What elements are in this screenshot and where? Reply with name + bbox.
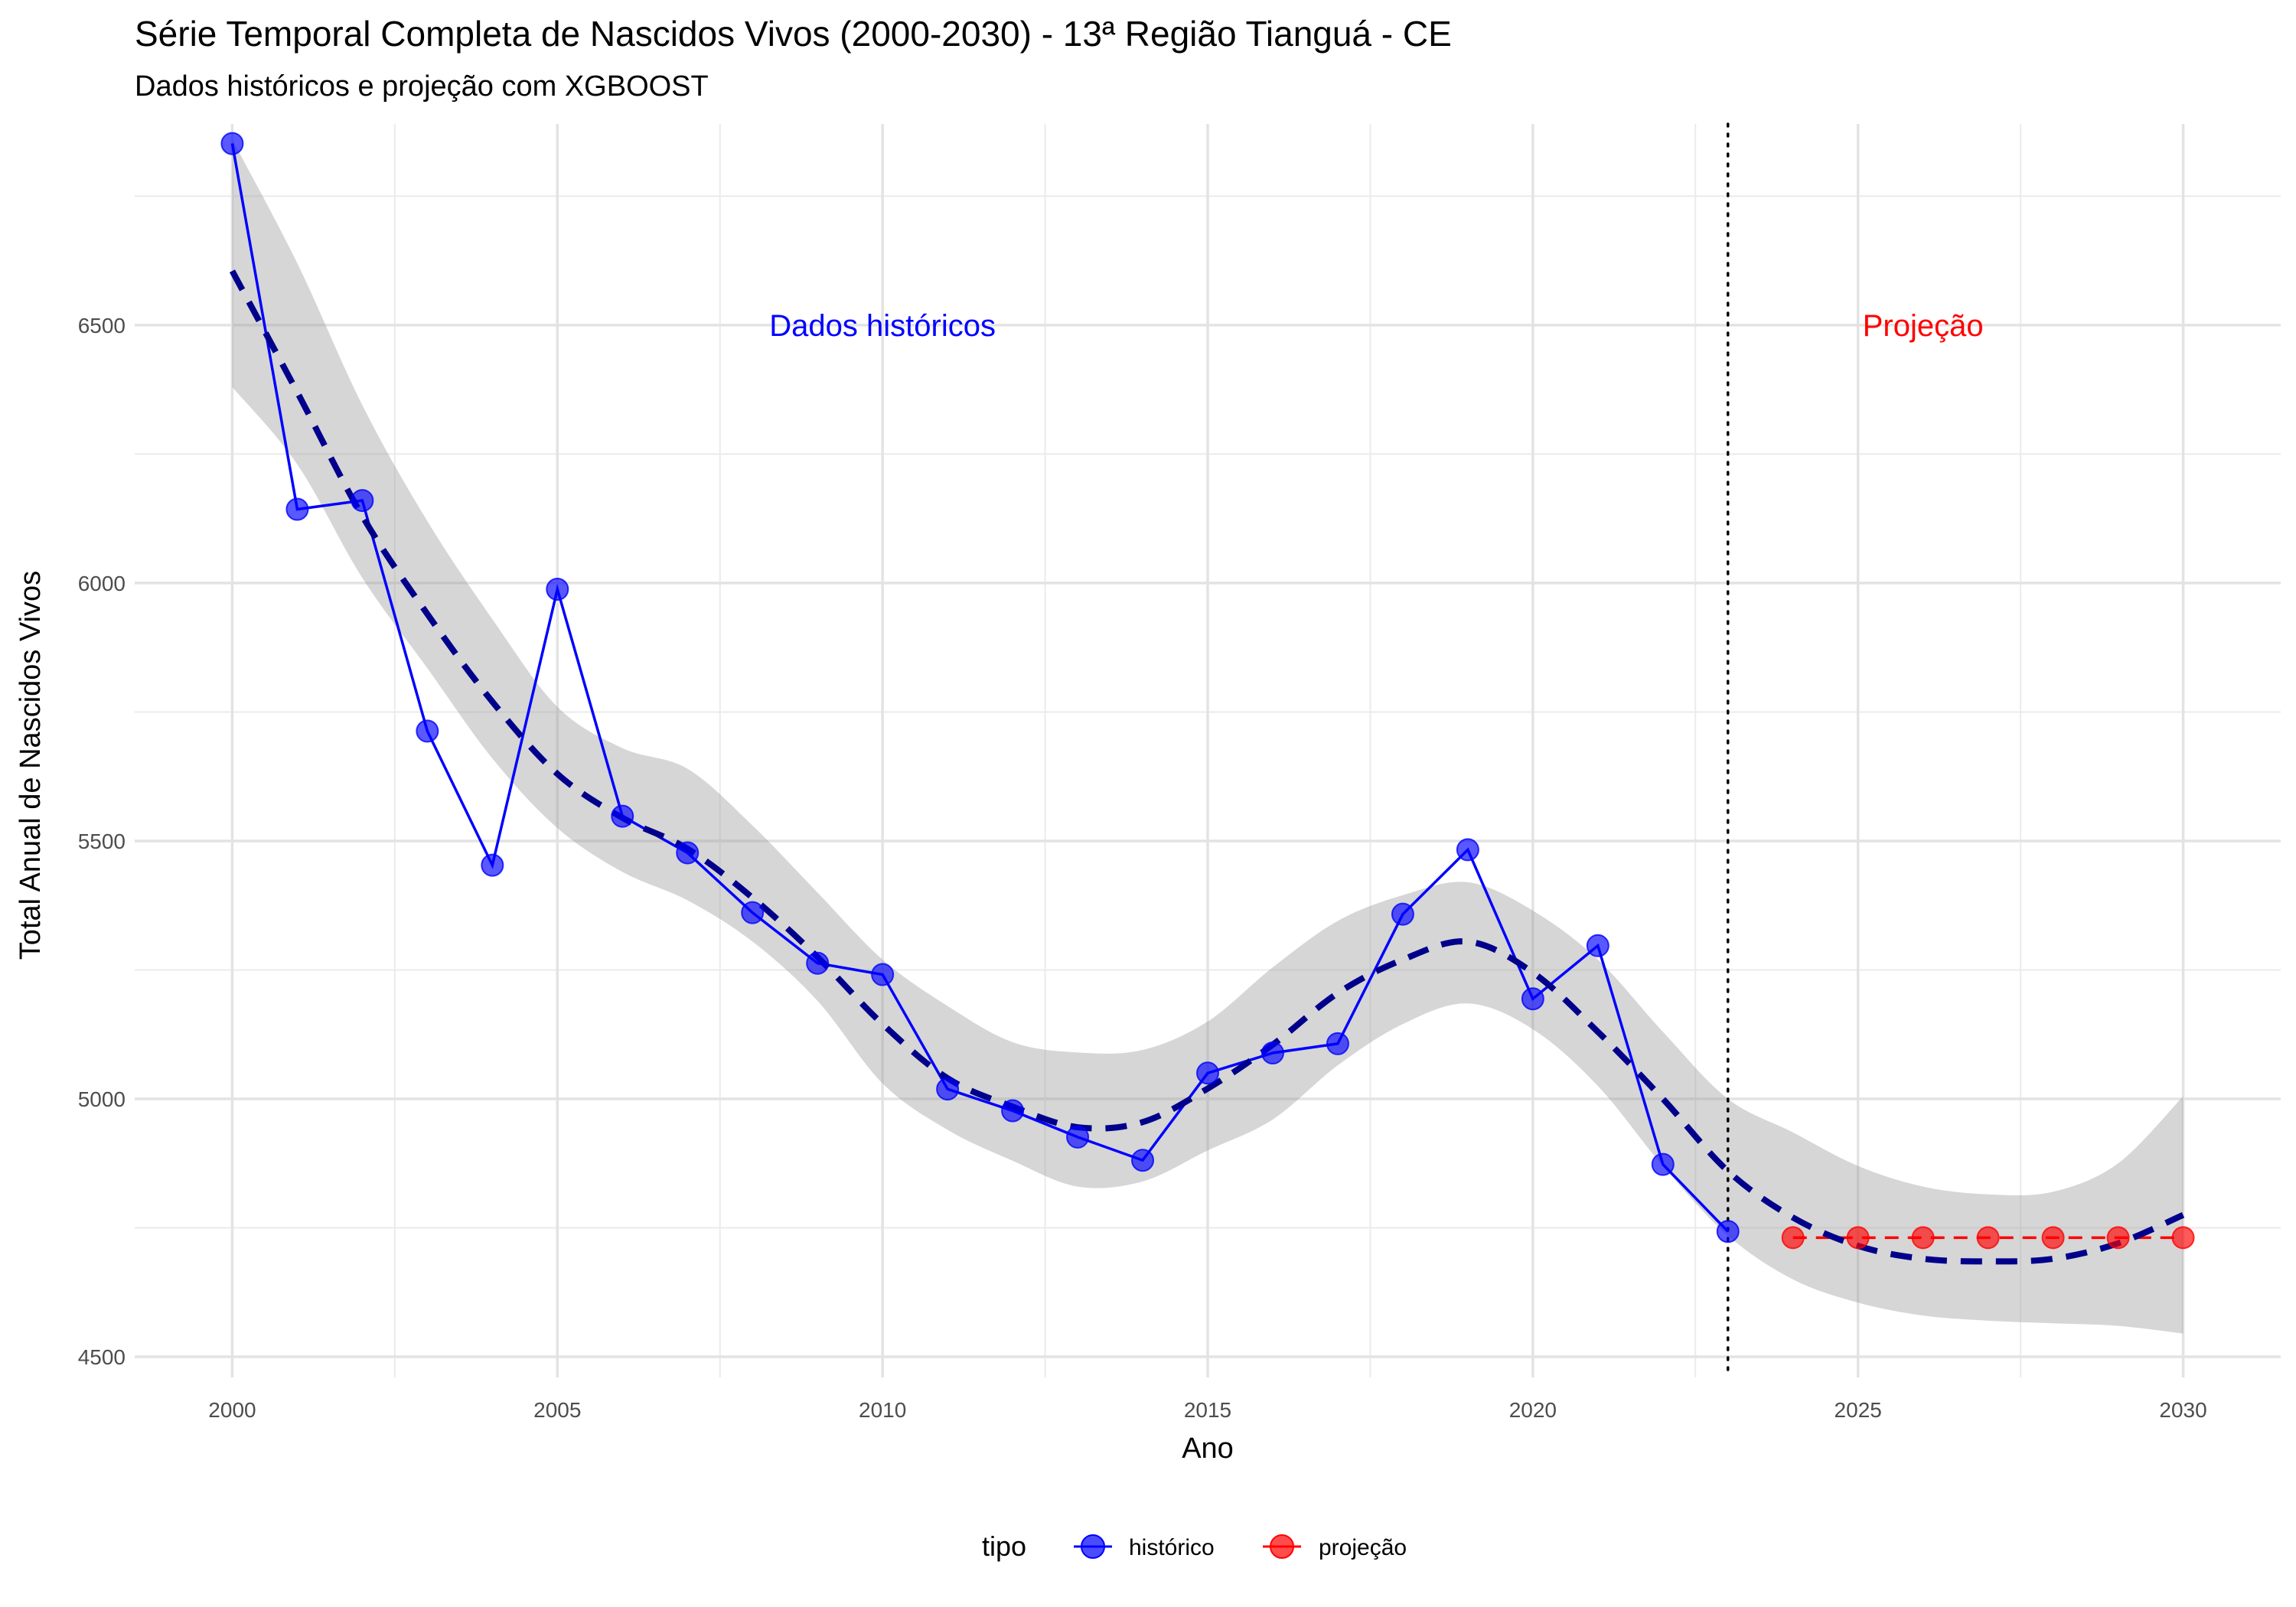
data-point-historico [546, 578, 569, 601]
data-point-projecao [2041, 1226, 2065, 1250]
data-point-historico [936, 1077, 960, 1101]
data-point-historico [806, 951, 830, 975]
legend: tipo histórico projeção [982, 1530, 1407, 1562]
data-point-historico [1196, 1061, 1219, 1085]
annotation-layer: Dados históricos Projeção [769, 309, 1983, 343]
data-point-historico [611, 804, 634, 828]
legend-entry-historico: histórico [1074, 1534, 1215, 1560]
y-tick-label: 4500 [78, 1345, 126, 1369]
y-axis-title: Total Anual de Nascidos Vivos [15, 571, 47, 960]
data-point-historico [416, 719, 439, 743]
y-tick-label: 6000 [78, 572, 126, 595]
data-point-historico [871, 963, 895, 986]
x-tick-label: 2030 [2159, 1398, 2206, 1422]
data-point-historico [1391, 902, 1414, 926]
y-tick-labels: 4500 5000 5500 6000 6500 [78, 314, 126, 1369]
data-point-historico [1651, 1152, 1675, 1176]
y-tick-label: 6500 [78, 314, 126, 337]
x-tick-label: 2020 [1509, 1398, 1557, 1422]
data-point-projecao [2171, 1226, 2195, 1250]
legend-entry-projecao: projeção [1263, 1534, 1407, 1560]
x-tick-labels: 2000 2005 2010 2015 2020 2025 2030 [208, 1398, 2206, 1422]
data-point-historico [220, 132, 244, 155]
data-point-historico [351, 489, 374, 513]
data-point-projecao [1976, 1226, 2000, 1250]
annotation-dados-historicos: Dados históricos [769, 309, 996, 343]
data-point-projecao [1781, 1226, 1805, 1250]
trend-line [229, 269, 2185, 1265]
chart-title: Série Temporal Completa de Nascidos Vivo… [135, 14, 1452, 54]
grid-major [135, 124, 2281, 1377]
annotation-projecao: Projeção [1863, 309, 1984, 343]
y-tick-label: 5000 [78, 1087, 126, 1111]
data-point-historico [1066, 1125, 1090, 1149]
data-point-historico [741, 901, 765, 924]
series-line-historico [230, 143, 1730, 1233]
x-tick-label: 2015 [1184, 1398, 1231, 1422]
data-point-projecao [2106, 1226, 2130, 1250]
data-point-projecao [1911, 1226, 1935, 1250]
data-point-projecao [1846, 1226, 1870, 1250]
legend-label-historico: histórico [1129, 1535, 1215, 1560]
y-tick-label: 5500 [78, 830, 126, 853]
data-point-historico [481, 853, 504, 877]
legend-title: tipo [982, 1530, 1026, 1562]
data-point-historico [1716, 1220, 1740, 1244]
data-point-historico [1261, 1041, 1284, 1065]
x-axis-title: Ano [1182, 1433, 1234, 1465]
data-point-historico [1456, 838, 1479, 862]
data-point-historico [1001, 1099, 1025, 1123]
data-point-historico [1586, 934, 1609, 957]
x-tick-label: 2010 [859, 1398, 906, 1422]
data-point-historico [676, 841, 700, 865]
x-tick-label: 2025 [1835, 1398, 1882, 1422]
confidence-band-layer [232, 139, 2183, 1334]
data-point-historico [1131, 1149, 1155, 1172]
trend-layer [229, 269, 2185, 1265]
confidence-band [232, 139, 2183, 1334]
chart-subtitle: Dados históricos e projeção com XGBOOST [135, 70, 709, 103]
points-layer [220, 132, 2195, 1250]
x-tick-label: 2000 [208, 1398, 256, 1422]
x-tick-label: 2005 [533, 1398, 581, 1422]
data-point-historico [1521, 987, 1544, 1011]
data-point-historico [1326, 1032, 1349, 1055]
data-point-historico [285, 497, 309, 521]
legend-label-projecao: projeção [1319, 1535, 1407, 1560]
